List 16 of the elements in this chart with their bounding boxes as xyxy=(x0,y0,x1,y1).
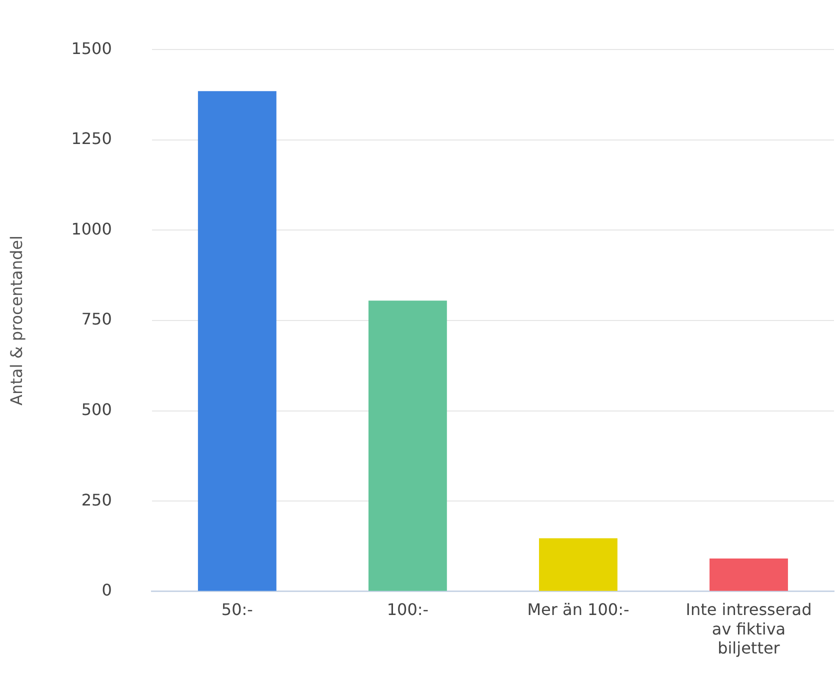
x-tick-label: 100:- xyxy=(386,600,429,620)
y-tick-label: 1000 xyxy=(71,219,112,238)
x-tick-label: Inte intresserad av fiktiva biljetter xyxy=(686,600,812,658)
y-tick-label: 250 xyxy=(81,490,112,510)
y-axis-title: Antal & procentandel xyxy=(6,236,26,406)
y-tick-label: 1500 xyxy=(71,38,112,58)
y-tick-label: 500 xyxy=(81,400,112,419)
y-tick-label: 750 xyxy=(81,310,112,329)
x-tick-label: Mer än 100:- xyxy=(527,600,630,620)
bar xyxy=(198,91,276,591)
y-tick-label: 1250 xyxy=(71,129,112,148)
bar xyxy=(368,300,447,591)
x-tick-label: 50:- xyxy=(221,600,253,620)
bar xyxy=(710,558,788,591)
y-tick-label: 0 xyxy=(102,580,112,600)
bar xyxy=(539,538,618,591)
